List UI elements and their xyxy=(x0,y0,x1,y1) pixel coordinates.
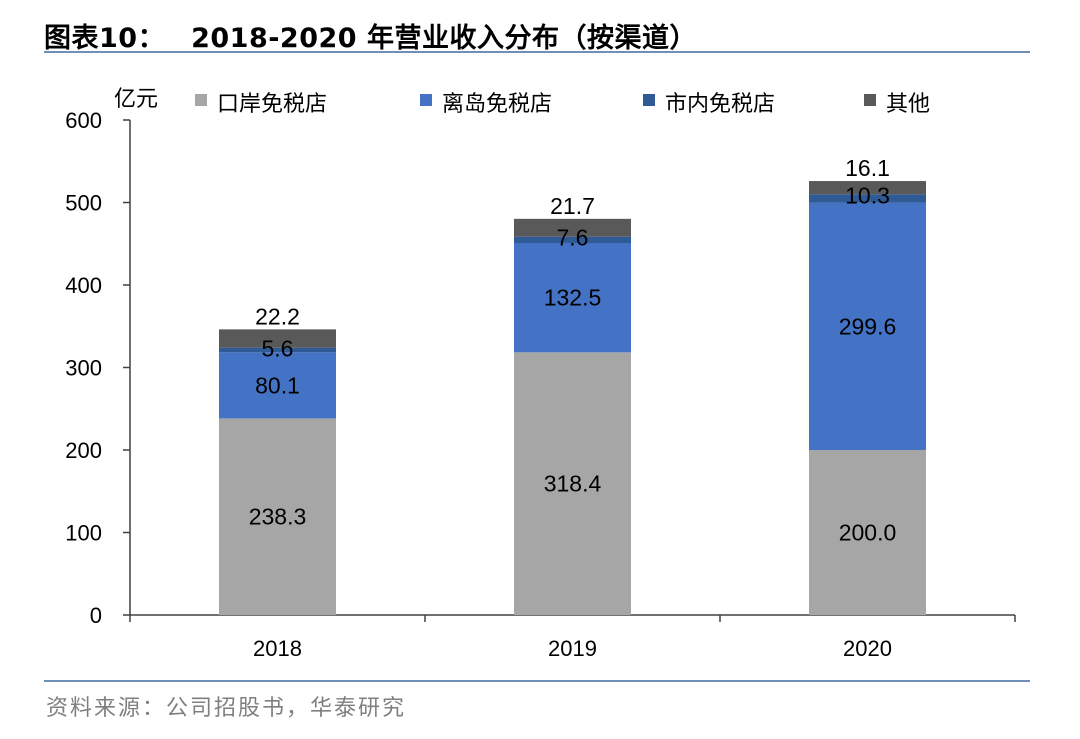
data-label: 299.6 xyxy=(839,313,897,339)
x-tick-label: 2019 xyxy=(548,636,597,661)
data-label: 10.3 xyxy=(845,182,890,208)
bar-segment xyxy=(809,181,926,195)
legend-swatch xyxy=(643,94,655,106)
y-tick-label: 600 xyxy=(65,108,102,133)
data-label: 5.6 xyxy=(262,336,294,362)
y-tick-label: 500 xyxy=(65,191,102,216)
data-labels: 238.3 80.1 5.6 22.2 318.4 132.5 7.6 21.7 200.0 29… xyxy=(249,155,897,545)
y-tick-label: 400 xyxy=(65,273,102,298)
figure-number: 图表10： xyxy=(44,23,166,54)
bar-segment xyxy=(219,352,336,419)
bar-segment xyxy=(809,450,926,615)
data-label: 21.7 xyxy=(550,193,595,219)
data-label: 318.4 xyxy=(544,471,602,497)
data-label: 238.3 xyxy=(249,504,307,530)
data-label: 200.0 xyxy=(839,520,897,546)
bar-segment xyxy=(514,236,631,244)
legend-swatch xyxy=(864,94,876,106)
bar-segment xyxy=(514,352,631,615)
y-tick-label: 300 xyxy=(65,356,102,381)
y-tick-label: 200 xyxy=(65,438,102,463)
legend-swatch xyxy=(420,94,432,106)
x-tick-label: 2018 xyxy=(253,636,302,661)
legend-label: 口岸免税店 xyxy=(217,92,327,117)
bar-segment xyxy=(514,243,631,353)
data-label: 16.1 xyxy=(845,155,890,181)
y-tick-label: 100 xyxy=(65,521,102,546)
figure-title: 2018-2020 年营业收入分布（按渠道） xyxy=(191,23,697,54)
bar-segment xyxy=(219,329,336,348)
axes: 0 100 200 300 400 500 600 亿元 2018 2019 2020 xyxy=(65,87,1016,661)
bar-segment xyxy=(514,218,631,237)
data-label: 22.2 xyxy=(255,303,300,329)
source-divider xyxy=(44,680,1030,682)
source-note: 资料来源：公司招股书，华泰研究 xyxy=(46,696,407,721)
data-label: 7.6 xyxy=(557,225,589,251)
legend-label: 其他 xyxy=(886,92,930,117)
data-label: 80.1 xyxy=(255,372,300,398)
bar-segment xyxy=(809,202,926,450)
y-tick-label: 0 xyxy=(90,603,102,628)
data-label: 132.5 xyxy=(544,285,602,311)
y-axis-label: 亿元 xyxy=(114,87,158,112)
bar-segment xyxy=(219,418,336,615)
bar-segment xyxy=(809,194,926,203)
bar-segment xyxy=(219,347,336,353)
bars xyxy=(219,181,926,615)
legend-label: 离岛免税店 xyxy=(442,92,552,117)
legend-label: 市内免税店 xyxy=(665,92,775,117)
title-divider xyxy=(44,51,1030,53)
chart-title: 图表10： 2018-2020 年营业收入分布（按渠道） xyxy=(44,16,697,55)
x-tick-label: 2020 xyxy=(843,636,892,661)
legend-swatch xyxy=(195,94,207,106)
legend: 口岸免税店 离岛免税店 市内免税店 其他 xyxy=(195,92,930,117)
